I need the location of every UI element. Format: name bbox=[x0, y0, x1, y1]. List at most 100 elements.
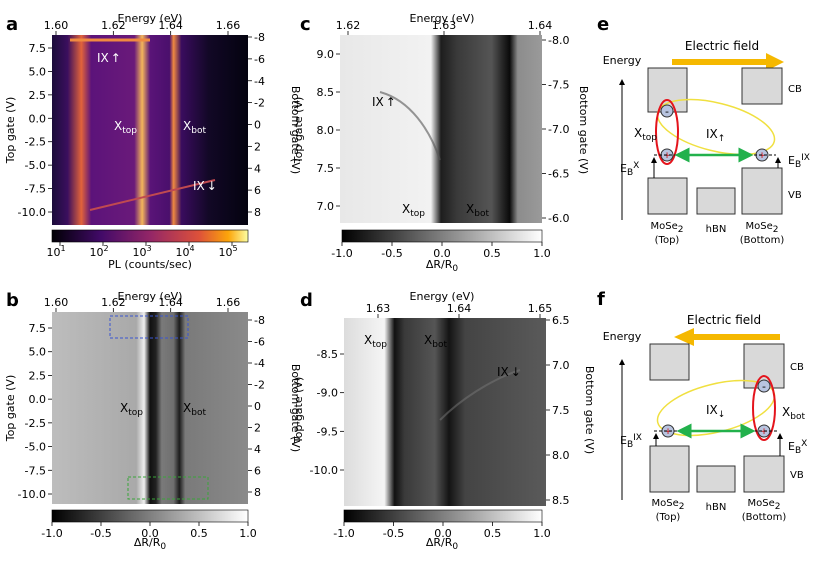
left-ticks: 7.5 5.0 2.5 0.0 -2.5 -5.0 -7.5 -10.0 bbox=[18, 42, 52, 219]
tick-label: 6.5 bbox=[552, 314, 570, 327]
tick-label: 1.0 bbox=[239, 527, 257, 540]
layer-left-label: MoSe2 bbox=[652, 498, 685, 512]
layer-right-label: MoSe2 bbox=[748, 498, 781, 512]
tick-label: -9.0 bbox=[317, 387, 338, 400]
tick-label: 1.66 bbox=[216, 296, 241, 309]
panel-e: e Electric field Energy CB VB - + + Xtop… bbox=[597, 14, 810, 246]
field-label: Electric field bbox=[687, 313, 761, 327]
tick-label: -2 bbox=[254, 97, 265, 110]
tick-label: 2 bbox=[254, 140, 261, 153]
tick-label: 1.62 bbox=[101, 19, 126, 32]
tick-label: -0.5 bbox=[381, 247, 402, 260]
panel-label: c bbox=[300, 14, 311, 35]
layer-left-position: (Top) bbox=[655, 235, 680, 246]
panel-label: d bbox=[300, 290, 313, 311]
tick-label: 1.66 bbox=[216, 19, 241, 32]
tick-label: -8.0 bbox=[548, 34, 569, 47]
colorbar-ticks: -1.0 -0.5 0.0 0.5 1.0 bbox=[333, 522, 551, 540]
vb-right bbox=[743, 455, 785, 493]
colorbar-ticks: 101 102 103 104 105 bbox=[46, 242, 238, 259]
vb-left bbox=[647, 177, 688, 215]
tick-label: 1.63 bbox=[432, 19, 457, 32]
ix-down-annotation: IX ↓ bbox=[497, 365, 521, 379]
colorbar bbox=[343, 509, 543, 523]
vb-label: VB bbox=[790, 470, 804, 481]
cb-label: CB bbox=[788, 84, 802, 95]
tick-label: 6 bbox=[254, 465, 261, 478]
hole-sign: + bbox=[758, 151, 766, 161]
ix-label: IX↑ bbox=[706, 127, 725, 144]
tick-label: 1.62 bbox=[101, 296, 126, 309]
colorbar-label: ΔR/R0 bbox=[426, 536, 459, 552]
top-ticks: 1.60 1.62 1.64 1.66 bbox=[44, 19, 241, 35]
top-axis-label: Energy (eV) bbox=[118, 12, 183, 25]
right-ticks: -8 -6 -4 -2 0 2 4 6 8 bbox=[248, 314, 265, 499]
tick-label: -0.5 bbox=[90, 527, 111, 540]
x-top-annotation: Xtop bbox=[120, 401, 143, 418]
tick-label: 8.5 bbox=[317, 86, 335, 99]
vb-left bbox=[649, 445, 690, 493]
tick-label: -5.0 bbox=[25, 441, 46, 454]
electron-sign: - bbox=[665, 105, 669, 118]
tick-label: 8.0 bbox=[317, 124, 335, 137]
tick-label: 8.0 bbox=[552, 449, 570, 462]
colorbar-label: PL (counts/sec) bbox=[108, 258, 192, 271]
layer-right-label: MoSe2 bbox=[746, 221, 779, 235]
panel-label: f bbox=[597, 289, 605, 310]
hbn-block bbox=[696, 465, 736, 493]
x-top-label: Xtop bbox=[634, 126, 657, 143]
tick-label: 102 bbox=[89, 244, 108, 259]
right-ticks: 6.5 7.0 7.5 8.0 8.5 bbox=[546, 314, 570, 507]
left-axis-label: Top gate (V) bbox=[292, 97, 305, 164]
left-axis-label: Top gate (V) bbox=[4, 375, 17, 442]
tick-label: -8 bbox=[254, 314, 265, 327]
reflectance-map bbox=[52, 312, 248, 504]
tick-label: -6.0 bbox=[548, 212, 569, 225]
tick-label: -7.5 bbox=[25, 464, 46, 477]
tick-label: 0.0 bbox=[434, 527, 452, 540]
top-axis-label: Energy (eV) bbox=[118, 290, 183, 303]
left-ticks: 7.5 5.0 2.5 0.0 -2.5 -5.0 -7.5 -10.0 bbox=[18, 322, 52, 501]
panel-f: f Electric field Energy CB VB - + + Xbot… bbox=[597, 289, 807, 523]
tick-label: -6 bbox=[254, 336, 265, 349]
tick-label: -6.5 bbox=[548, 168, 569, 181]
ix-down-annotation: IX ↓ bbox=[193, 179, 217, 193]
layer-left-label: MoSe2 bbox=[651, 221, 684, 235]
x-bot-label: Xbot bbox=[782, 405, 805, 422]
colorbar-ticks: -1.0 -0.5 0.0 0.5 1.0 bbox=[41, 522, 257, 540]
layer-left-position: (Top) bbox=[656, 512, 681, 523]
panel-d: d Energy (eV) 1.63 1.64 1.65 -8.5-9.0-9.5-… bbox=[292, 290, 596, 552]
tick-label: 1.62 bbox=[336, 19, 361, 32]
tick-label: 2 bbox=[254, 422, 261, 435]
tick-label: 1.64 bbox=[158, 19, 183, 32]
ix-up-annotation: IX ↑ bbox=[372, 95, 396, 109]
right-axis-label: Bottom gate (V) bbox=[577, 86, 590, 174]
tick-label: 101 bbox=[46, 244, 65, 259]
tick-label: -5.0 bbox=[25, 159, 46, 172]
eb-x-label: EBX bbox=[620, 161, 639, 178]
tick-label: 8 bbox=[254, 486, 261, 499]
ix-down-feature bbox=[439, 369, 521, 421]
tick-label: 1.65 bbox=[528, 302, 553, 315]
tick-label: 6 bbox=[254, 184, 261, 197]
hole-sign: + bbox=[663, 151, 671, 161]
field-arrow-head bbox=[674, 328, 694, 346]
x-top-annotation: Xtop bbox=[402, 202, 425, 219]
ix-label: IX↓ bbox=[706, 403, 725, 420]
right-axis-label: Bottom gate (V) bbox=[583, 366, 596, 454]
tick-label: 5.0 bbox=[29, 65, 47, 78]
tick-label: -10.0 bbox=[310, 464, 338, 477]
tick-label: 7.0 bbox=[552, 359, 570, 372]
electron bbox=[757, 379, 771, 393]
colorbar-label: ΔR/R0 bbox=[134, 536, 167, 552]
tick-label: -8 bbox=[254, 31, 265, 44]
tick-label: -0.5 bbox=[383, 527, 404, 540]
tick-label: 8.5 bbox=[552, 494, 570, 507]
top-ticks: 1.63 1.64 1.65 bbox=[366, 302, 553, 318]
right-axis-label: Bottom gate (V) bbox=[289, 364, 302, 452]
tick-label: 1.64 bbox=[158, 296, 183, 309]
tick-label: -1.0 bbox=[331, 247, 352, 260]
left-ticks: -8.5 -9.0 -9.5 -10.0 bbox=[310, 348, 344, 477]
colorbar-ticks: -1.0 -0.5 0.0 0.5 1.0 bbox=[331, 242, 551, 260]
tick-label: -8.5 bbox=[317, 348, 338, 361]
